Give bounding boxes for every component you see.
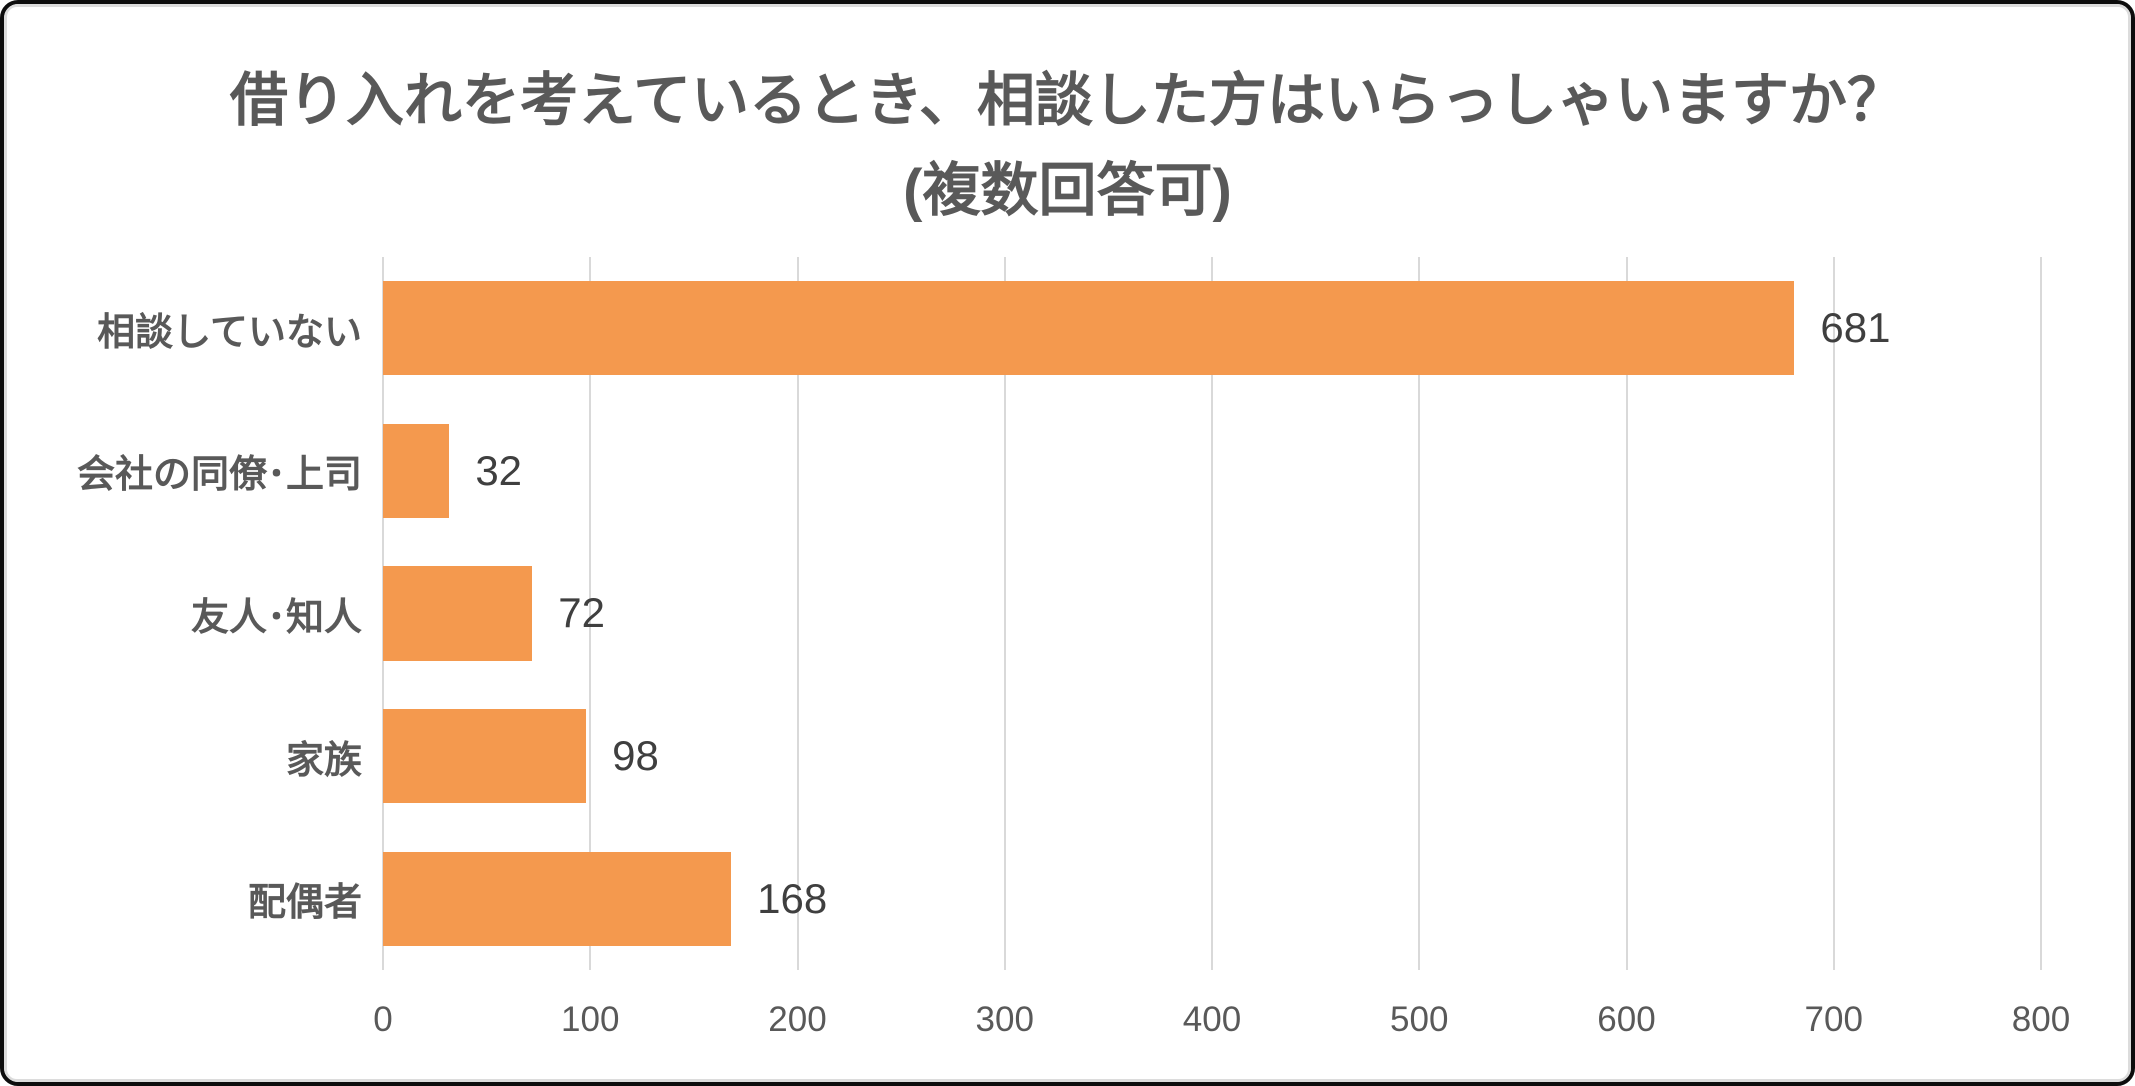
gridline xyxy=(796,257,799,970)
category-label: 友人･知人 xyxy=(190,596,362,639)
category-label: 会社の同僚･上司 xyxy=(76,454,362,497)
x-tick-label: 200 xyxy=(768,1000,827,1039)
chart-title-line1: 借り入れを考えているとき、相談した方はいらっしゃいますか？ xyxy=(229,68,1906,133)
bar-row: 168 xyxy=(383,827,2041,970)
bar-row: 32 xyxy=(383,400,2041,543)
x-tick-label: 800 xyxy=(2011,1000,2071,1039)
value-label: 72 xyxy=(558,589,605,637)
category-axis: 相談していない会社の同僚･上司友人･知人家族配偶者 xyxy=(14,257,362,970)
gridline xyxy=(1832,257,1835,970)
bar-row: 98 xyxy=(383,685,2041,828)
gridline xyxy=(1003,257,1006,970)
category-label: 相談していない xyxy=(97,311,362,354)
gridline xyxy=(589,257,592,970)
value-label: 681 xyxy=(1820,304,1891,352)
bar xyxy=(383,566,533,661)
bars-layer: 681 32 72 98 168 xyxy=(383,257,2041,970)
bar xyxy=(383,709,587,804)
chart-title: 借り入れを考えているとき、相談した方はいらっしゃいますか？ (複数回答可) xyxy=(4,56,2131,236)
category-label: 配偶者 xyxy=(247,882,362,925)
x-tick-label: 400 xyxy=(1182,1000,1242,1039)
x-tick-label: 600 xyxy=(1597,1000,1656,1039)
plot-area: 681 32 72 98 168 xyxy=(382,257,2042,970)
bar-row: 72 xyxy=(383,542,2041,685)
bar xyxy=(383,281,1795,376)
category-label: 家族 xyxy=(285,739,362,782)
gridline xyxy=(1418,257,1421,970)
gridline xyxy=(2040,257,2042,970)
x-tick-label: 0 xyxy=(373,1000,393,1039)
value-label: 32 xyxy=(475,446,523,494)
gridline xyxy=(1625,257,1628,970)
x-tick-label: 100 xyxy=(561,1000,620,1039)
bar xyxy=(383,423,450,518)
value-label: 168 xyxy=(757,874,828,922)
x-tick-label: 300 xyxy=(975,1000,1034,1039)
gridline xyxy=(1211,257,1213,970)
x-tick-label: 700 xyxy=(1804,1000,1863,1039)
bar-row: 681 xyxy=(383,257,2041,400)
x-tick-label: 500 xyxy=(1390,1000,1449,1039)
value-label: 98 xyxy=(612,732,659,780)
bar xyxy=(383,851,732,946)
x-axis: 0 100 200 300 400 500 600 700 800 xyxy=(373,1000,2070,1060)
chart-title-line2: (複数回答可) xyxy=(903,158,1232,223)
